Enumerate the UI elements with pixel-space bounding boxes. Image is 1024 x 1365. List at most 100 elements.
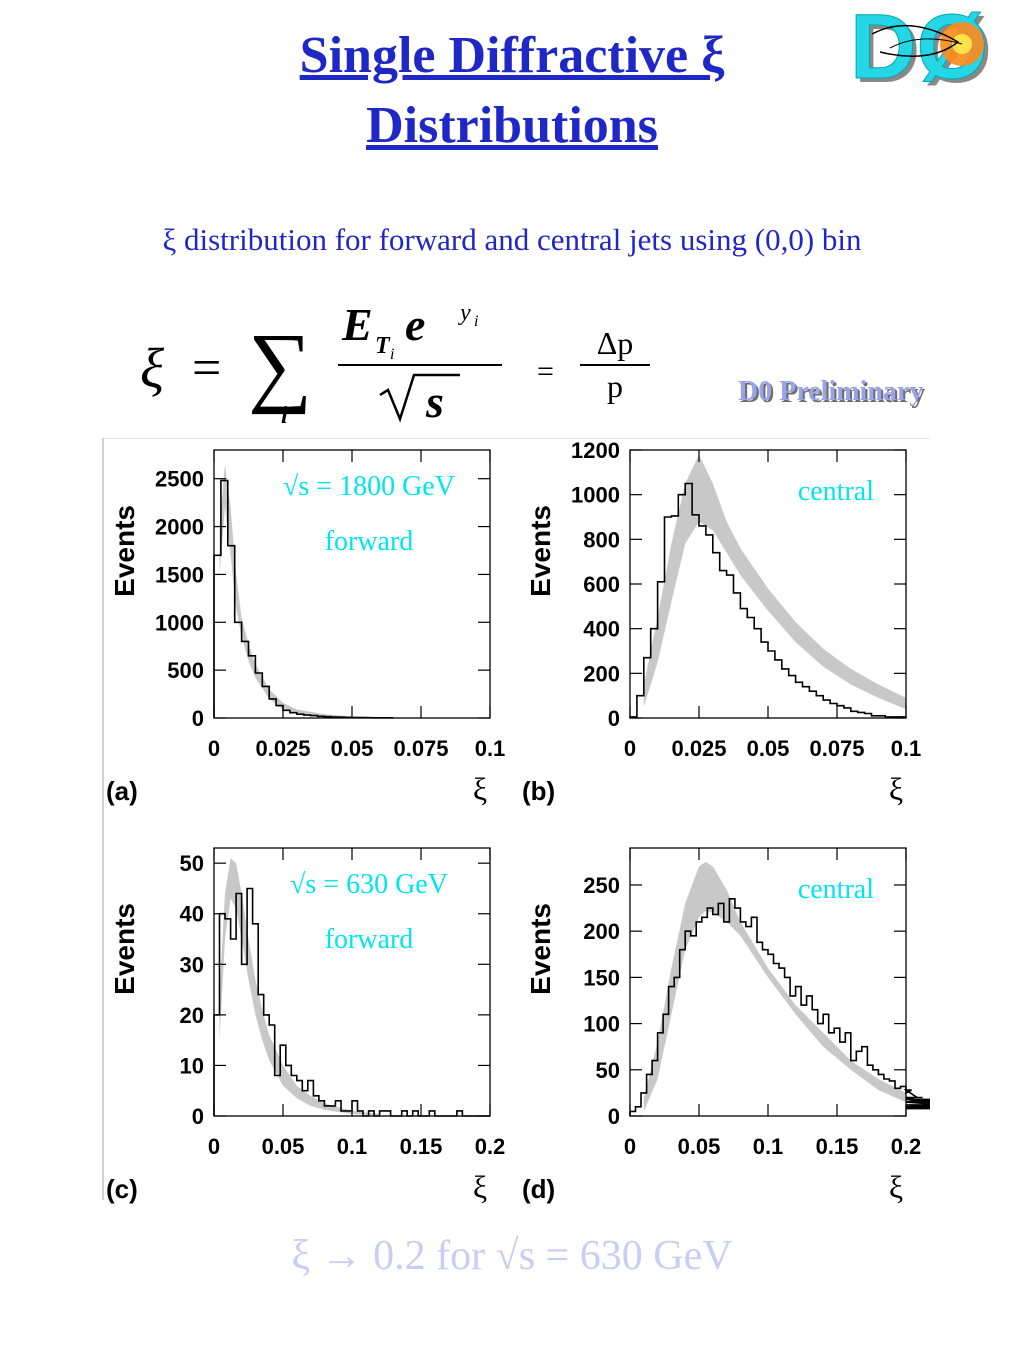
y-tick-label: 600 [583,572,620,597]
x-tick-label: 0.075 [393,736,448,761]
eq-sqrt-sign [379,373,460,423]
x-tick-label: 0 [624,1134,636,1159]
x-tick-label: 0.1 [753,1134,784,1159]
data-histogram [629,898,930,1116]
y-tick-label: 40 [180,902,204,927]
panel-annotation: √s = 630 GeV [290,869,448,900]
eq-exponent-sub: i [474,313,478,330]
y-tick-label: 0 [608,1104,620,1129]
d0-logo-icon: DØ DØ [850,4,992,90]
y-tick-label: 100 [583,1012,620,1037]
y-tick-label: 1000 [155,610,204,635]
panel-label: (a) [106,776,138,806]
eq-equals: = [192,340,221,397]
y-tick-label: 1200 [571,440,620,463]
x-tick-label: 0.05 [678,1134,721,1159]
x-tick-label: 0.2 [475,1134,506,1159]
x-axis-label: ξ [473,771,487,807]
x-axis-label: ξ [473,1169,487,1205]
x-tick-label: 0.05 [747,736,790,761]
y-tick-label: 1000 [571,483,620,508]
panel-annotation: √s = 1800 GeV [283,471,455,502]
figure-left-border [102,438,104,1200]
y-tick-label: 250 [583,873,620,898]
y-tick-label: 50 [596,1058,620,1083]
chart-panel-c: 0 10 20 30 40 50 0 0.05 0.1 0.15 0.2 Events ξ (c) √s =… [106,847,506,1205]
panel-label: (b) [522,776,555,806]
eq-xi: ξ [140,338,164,400]
x-tick-label: 0 [624,736,636,761]
eq-energy: E [341,299,373,350]
y-tick-label: 50 [180,851,204,876]
mc-band [219,858,380,1116]
logo-track-2 [889,38,963,49]
y-tick-label: 2000 [155,515,204,540]
y-tick-label: 0 [192,706,204,731]
y-tick-label: 400 [583,617,620,642]
chart-panel-a: 0 500 1000 1500 2000 2500 0 0.025 0.05 0.075 0.1 Ev… [106,449,506,807]
x-tick-label: 0.025 [255,736,310,761]
slide-title-line1: Single Diffractive ξ [299,27,725,84]
eq-energy-subsub: i [390,346,394,363]
preliminary-label: D0 Preliminary [738,376,924,407]
x-axis-label: ξ [889,771,903,807]
y-tick-label: 800 [583,527,620,552]
eq-exp-base: e [405,299,425,350]
mc-band [643,454,906,710]
eq-sum-index: i [281,403,288,429]
panel-annotation: forward [325,526,414,557]
x-tick-label: 0.1 [337,1134,368,1159]
chart-panel-d: 0 50 100 150 200 250 0 0.05 0.1 0.15 0.2 Events ξ (d)… [522,847,930,1205]
data-histogram [629,482,906,718]
y-tick-label: 30 [180,952,204,977]
y-tick-label: 500 [167,658,204,683]
y-tick-label: 150 [583,965,620,990]
x-tick-label: 0.1 [891,736,922,761]
panel-annotation: forward [325,924,414,955]
y-tick-label: 200 [583,919,620,944]
slide-title-line2: Distributions [366,97,658,154]
eq-delta-bar [580,364,650,366]
x-tick-label: 0.075 [809,736,864,761]
y-tick-label: 200 [583,661,620,686]
mc-band [643,861,906,1112]
figure-top-border [104,438,930,439]
eq-delta-num: Δp [596,325,634,361]
panel-annotation: central [798,476,874,507]
y-axis-label: Events [109,505,140,597]
x-tick-label: 0.1 [475,736,506,761]
xi-equation: ξ = ∑ i E T i e y i s [140,299,502,429]
data-histogram [213,479,394,719]
y-tick-label: 0 [608,706,620,731]
eq-sum: ∑ [248,316,312,415]
x-axis-label: ξ [889,1169,903,1205]
x-tick-label: 0.05 [331,736,374,761]
eq-sqrt-arg: s [425,376,444,427]
data-histogram [213,887,490,1117]
y-axis-label: Events [109,903,140,995]
x-tick-label: 0 [208,736,220,761]
bottom-note: ξ → 0.2 for √s = 630 GeV [291,1233,733,1279]
y-tick-label: 20 [180,1003,204,1028]
panel-label: (d) [522,1174,555,1204]
y-tick-label: 10 [180,1053,204,1078]
y-tick-label: 0 [192,1104,204,1129]
slide-subtitle: ξ distribution for forward and central j… [162,222,862,257]
logo-track [871,24,960,57]
mc-band [219,464,408,718]
y-axis-label: Events [525,505,556,597]
y-tick-label: 1500 [155,562,204,587]
x-tick-label: 0.2 [891,1134,922,1159]
chart-panel-b: 0 200 400 600 800 1000 1200 0 0.025 0.05 0.075 0.1 E… [522,440,922,807]
x-tick-label: 0.025 [671,736,726,761]
panel-label: (c) [106,1174,138,1204]
eq-delta-den: p [607,368,623,404]
x-tick-label: 0 [208,1134,220,1159]
eq-energy-sub: T [375,333,391,359]
panel-annotation: central [798,874,874,905]
eq-delta-fraction: Δp p [580,325,650,405]
x-tick-label: 0.15 [400,1134,443,1159]
eq-equals-2: = [537,355,554,388]
y-tick-label: 2500 [155,467,204,492]
x-tick-label: 0.05 [262,1134,305,1159]
